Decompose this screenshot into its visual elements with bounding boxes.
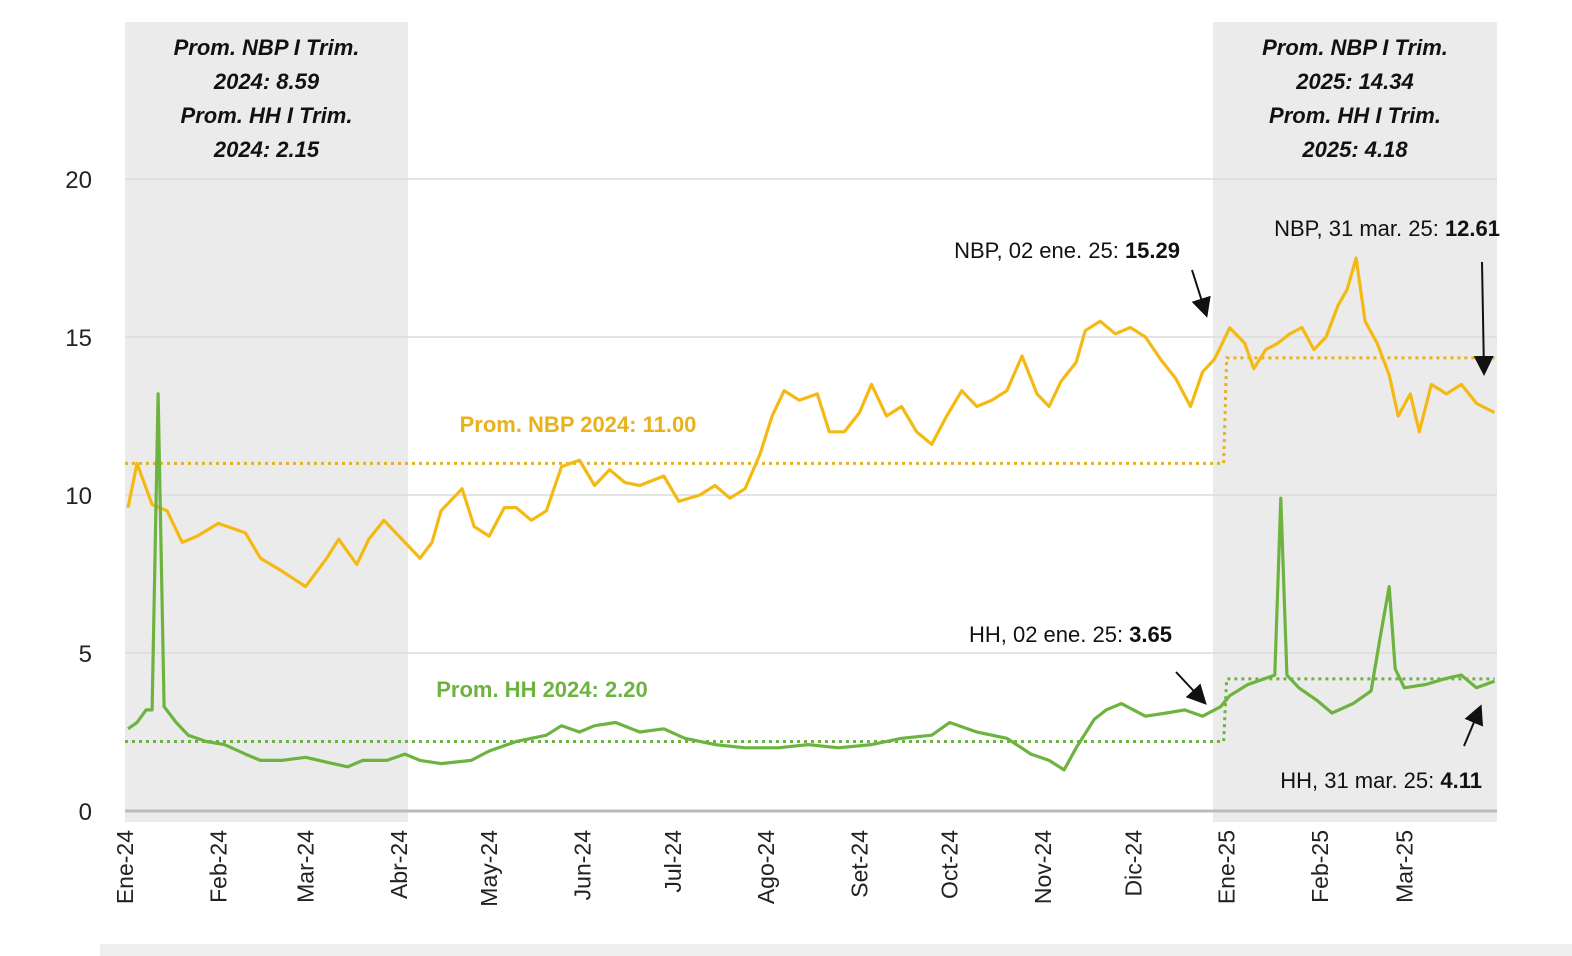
shaded-periods xyxy=(125,22,1497,822)
annotation-nbp: NBP, 31 mar. 25: 12.61 xyxy=(1274,216,1500,241)
annotation-arrow xyxy=(1473,261,1494,376)
quarter-average-label: Prom. HH I Trim. xyxy=(181,103,353,128)
quarter-average-label: 2024: 2.15 xyxy=(213,137,320,162)
annotation-arrow xyxy=(1191,269,1211,318)
annotation-arrow xyxy=(1175,671,1207,705)
annotation-hh: HH, 02 ene. 25: 3.65 xyxy=(969,622,1172,647)
x-tick-label: May-24 xyxy=(476,830,502,907)
series-lines xyxy=(126,256,1496,772)
x-tick-label: Oct-24 xyxy=(937,830,963,899)
shaded-period xyxy=(125,22,408,822)
annotation-value: 15.29 xyxy=(1125,238,1180,263)
annotation-value: 4.11 xyxy=(1440,768,1482,793)
x-tick-label: Feb-25 xyxy=(1307,830,1333,903)
x-tick-label: Mar-25 xyxy=(1391,830,1417,903)
gridlines xyxy=(100,178,1572,956)
quarter-average-label: Prom. NBP I Trim. xyxy=(1262,35,1448,60)
series-line-nbp xyxy=(126,256,1496,589)
x-tick-label: Feb-24 xyxy=(205,830,231,903)
x-tick-label: Nov-24 xyxy=(1030,830,1056,904)
chart-labels: Prom. NBP I Trim. 2024: 8.59 Prom. HH I Tr… xyxy=(65,35,1500,907)
average-lines xyxy=(125,356,1495,743)
annotation-prefix: NBP, 02 ene. 25: xyxy=(954,238,1125,263)
x-tick-label: Jul-24 xyxy=(660,830,686,893)
quarter-average-label: 2024: 8.59 xyxy=(213,69,320,94)
x-tick-label: Mar-24 xyxy=(293,830,319,903)
quarter-average-label: Prom. NBP I Trim. xyxy=(174,35,360,60)
annotation-prefix: HH, 02 ene. 25: xyxy=(969,622,1129,647)
x-tick-label: Ene-25 xyxy=(1214,830,1240,904)
annotation-arrow xyxy=(1463,704,1484,747)
y-tick-label: 5 xyxy=(79,641,92,668)
y-tick-label: 15 xyxy=(65,325,92,352)
annotation-nbp: NBP, 02 ene. 25: 15.29 xyxy=(954,238,1180,263)
quarter-average-label: Prom. HH I Trim. xyxy=(1269,103,1441,128)
series-line-hh xyxy=(127,392,1496,772)
average-line-hh xyxy=(125,677,1495,743)
average-label-hh: Prom. HH 2024: 2.20 xyxy=(436,677,648,702)
x-tick-label: Ene-24 xyxy=(112,830,138,904)
x-tick-label: Jun-24 xyxy=(570,830,596,901)
y-tick-label: 0 xyxy=(79,799,92,826)
average-line-nbp xyxy=(125,356,1495,465)
shaded-period xyxy=(1213,22,1497,822)
quarter-average-label: 2025: 14.34 xyxy=(1295,69,1413,94)
annotation-prefix: HH, 31 mar. 25: xyxy=(1280,768,1440,793)
x-tick-label: Dic-24 xyxy=(1120,830,1146,897)
annotation-value: 12.61 xyxy=(1445,216,1500,241)
y-tick-label: 10 xyxy=(65,483,92,510)
annotation-hh: HH, 31 mar. 25: 4.11 xyxy=(1280,768,1482,793)
x-tick-label: Abr-24 xyxy=(386,830,412,899)
quarter-average-label: 2025: 4.18 xyxy=(1301,137,1408,162)
average-label-nbp: Prom. NBP 2024: 11.00 xyxy=(460,412,697,437)
annotation-value: 3.65 xyxy=(1129,622,1172,647)
annotation-prefix: NBP, 31 mar. 25: xyxy=(1274,216,1445,241)
bottom-bar xyxy=(100,944,1572,956)
x-tick-label: Set-24 xyxy=(846,830,872,898)
y-tick-label: 20 xyxy=(65,167,92,194)
x-tick-label: Ago-24 xyxy=(753,830,779,904)
